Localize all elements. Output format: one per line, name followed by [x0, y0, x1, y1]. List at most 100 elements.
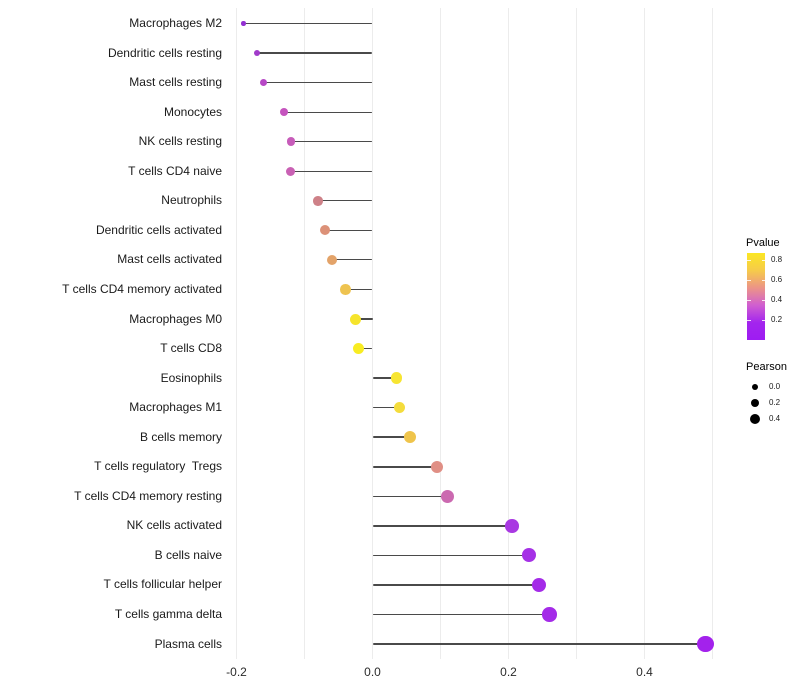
x-tick-label: 0.2	[500, 665, 517, 679]
colorbar-tick-mark	[761, 260, 765, 261]
pearson-legend-title: Pearson	[746, 361, 787, 373]
lollipop-dot	[531, 577, 547, 593]
vertical-gridline	[712, 8, 713, 659]
lollipop-segment	[372, 466, 438, 468]
lollipop-segment	[372, 406, 400, 409]
lollipop-dot	[286, 166, 296, 176]
category-label: NK cells activated	[126, 518, 222, 533]
lollipop-segment	[372, 495, 448, 498]
lollipop-dot	[279, 107, 289, 117]
lollipop-dot	[403, 431, 416, 444]
lollipop-dot	[353, 343, 365, 355]
lollipop-segment	[358, 347, 373, 350]
pearson-legend-dot	[751, 383, 759, 391]
x-tick-label: 0.0	[364, 665, 381, 679]
lollipop-dot	[241, 21, 246, 26]
lollipop-segment	[372, 436, 410, 438]
lollipop-dot	[319, 225, 330, 236]
colorbar-tick-mark	[747, 320, 751, 321]
colorbar-tick-mark	[761, 320, 765, 321]
lollipop-dot	[340, 284, 351, 295]
category-label: NK cells resting	[138, 134, 222, 149]
category-label: B cells memory	[139, 429, 222, 444]
lollipop-segment	[290, 170, 373, 172]
lollipop-dot	[253, 50, 260, 57]
pvalue-colorbar	[747, 253, 765, 340]
category-label: Plasma cells	[154, 636, 222, 651]
category-label: Neutrophils	[161, 193, 222, 208]
category-label: T cells CD8	[160, 341, 222, 356]
lollipop-dot	[542, 607, 557, 622]
category-label: T cells follicular helper	[103, 577, 223, 592]
lollipop-segment	[324, 229, 373, 231]
lollipop-dot	[697, 635, 714, 653]
category-label: T cells gamma delta	[114, 607, 222, 621]
lollipop-dot	[260, 79, 268, 87]
colorbar-tick-label: 0.2	[771, 315, 783, 324]
lollipop-dot	[390, 372, 403, 384]
category-label: Mast cells resting	[129, 75, 222, 90]
category-label: B cells naive	[154, 547, 222, 562]
colorbar-tick-mark	[761, 300, 765, 301]
pearson-legend-label: 0.4	[769, 414, 781, 423]
pearson-legend-label: 0.2	[769, 398, 781, 407]
lollipop-segment	[345, 288, 373, 291]
x-tick-label: 0.4	[636, 665, 653, 679]
pearson-legend-label: 0.0	[769, 382, 781, 391]
colorbar-tick-mark	[747, 260, 751, 261]
category-label: Macrophages M2	[129, 16, 222, 30]
lollipop-dot	[326, 254, 337, 265]
x-tick-label: -0.2	[226, 665, 247, 679]
category-label: Macrophages M0	[129, 311, 222, 326]
lollipop-segment	[256, 52, 373, 54]
colorbar-tick-label: 0.8	[771, 255, 783, 264]
colorbar-tick-label: 0.4	[771, 295, 783, 304]
colorbar-tick-label: 0.6	[771, 275, 783, 284]
lollipop-segment	[372, 613, 550, 616]
colorbar-tick-mark	[747, 300, 751, 301]
category-label: T cells regulatory Tregs	[94, 459, 222, 474]
lollipop-segment	[372, 584, 540, 586]
category-label: Macrophages M1	[129, 400, 222, 415]
category-label: T cells CD4 memory resting	[74, 488, 222, 503]
vertical-gridline	[508, 8, 509, 659]
colorbar-tick-mark	[747, 280, 751, 281]
lollipop-segment	[372, 554, 529, 557]
lollipop-dot	[313, 196, 323, 206]
vertical-gridline	[304, 8, 305, 659]
lollipop-segment	[372, 525, 512, 527]
category-label: T cells CD4 memory activated	[62, 281, 222, 296]
pearson-legend-dot	[750, 414, 760, 424]
lollipop-segment	[263, 82, 373, 84]
lollipop-segment	[290, 141, 373, 143]
vertical-gridline	[440, 8, 441, 659]
lollipop-dot	[505, 519, 519, 533]
vertical-gridline	[644, 8, 645, 659]
lollipop-dot	[430, 460, 444, 473]
lollipop-segment	[331, 259, 373, 261]
category-label: Mast cells activated	[117, 252, 222, 267]
vertical-gridline	[576, 8, 577, 659]
vertical-gridline	[372, 8, 373, 659]
category-label: T cells CD4 naive	[128, 163, 222, 178]
category-label: Eosinophils	[160, 370, 222, 385]
vertical-gridline	[236, 8, 237, 659]
pearson-legend-dot	[750, 398, 760, 408]
lollipop-segment	[284, 111, 373, 113]
lollipop-segment	[372, 643, 706, 646]
category-label: Dendritic cells resting	[107, 45, 222, 60]
lollipop-dot	[393, 401, 406, 414]
category-label: Monocytes	[163, 104, 222, 119]
lollipop-dot	[286, 137, 296, 146]
colorbar-tick-mark	[761, 280, 765, 281]
lollipop-dot	[521, 548, 536, 563]
lollipop-segment	[243, 22, 373, 25]
lollipop-segment	[355, 318, 373, 320]
lollipop-dot	[440, 489, 454, 503]
pvalue-legend-title: Pvalue	[746, 237, 780, 249]
lollipop-segment	[318, 200, 373, 202]
lollipop-dot	[350, 313, 361, 325]
category-label: Dendritic cells activated	[95, 222, 222, 237]
lollipop-segment	[372, 377, 397, 379]
